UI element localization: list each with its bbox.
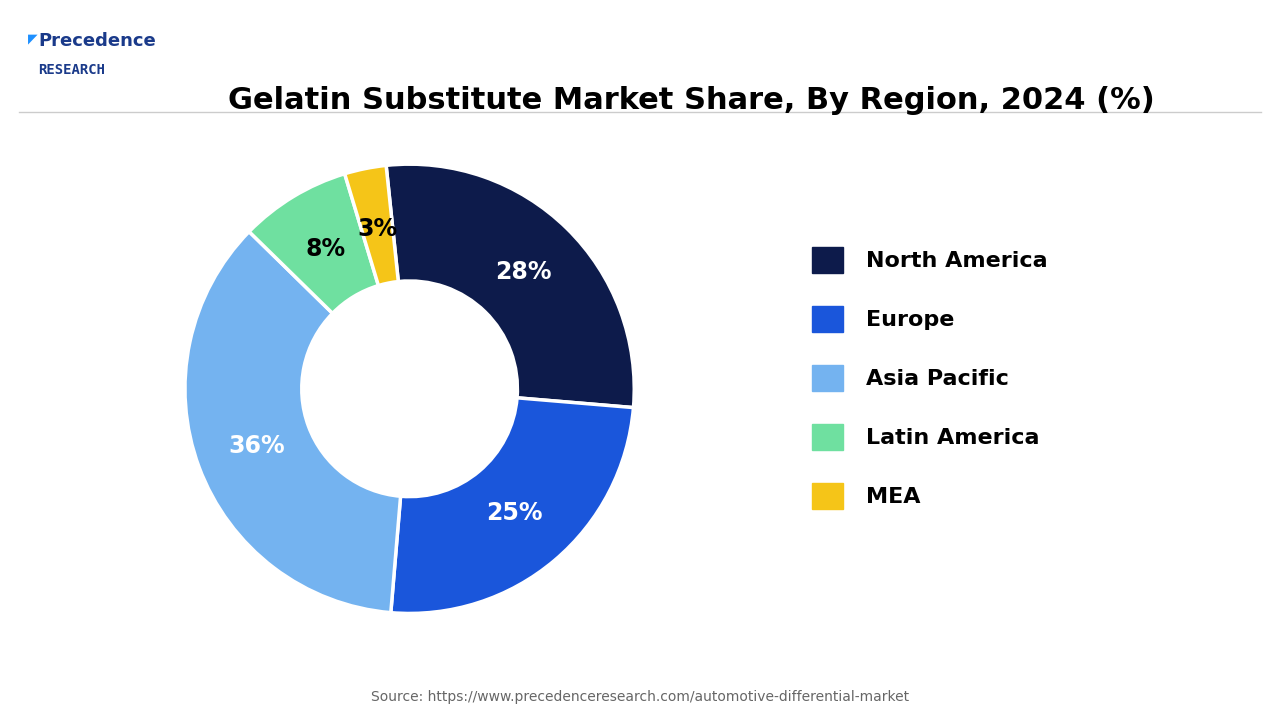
Text: Source: https://www.precedenceresearch.com/automotive-differential-market: Source: https://www.precedenceresearch.c…	[371, 690, 909, 704]
Wedge shape	[186, 232, 401, 613]
Text: 28%: 28%	[495, 261, 552, 284]
Wedge shape	[250, 174, 379, 313]
Wedge shape	[387, 164, 634, 408]
Text: ◤: ◤	[28, 32, 38, 45]
Text: 3%: 3%	[357, 217, 398, 241]
Wedge shape	[344, 166, 398, 286]
Text: 36%: 36%	[229, 433, 285, 458]
Wedge shape	[390, 398, 634, 613]
Legend: North America, Europe, Asia Pacific, Latin America, MEA: North America, Europe, Asia Pacific, Lat…	[804, 238, 1056, 518]
Text: Precedence: Precedence	[38, 32, 156, 50]
Text: 8%: 8%	[305, 238, 346, 261]
Text: 25%: 25%	[486, 501, 543, 525]
Text: Gelatin Substitute Market Share, By Region, 2024 (%): Gelatin Substitute Market Share, By Regi…	[228, 86, 1155, 115]
Text: RESEARCH: RESEARCH	[38, 63, 105, 77]
